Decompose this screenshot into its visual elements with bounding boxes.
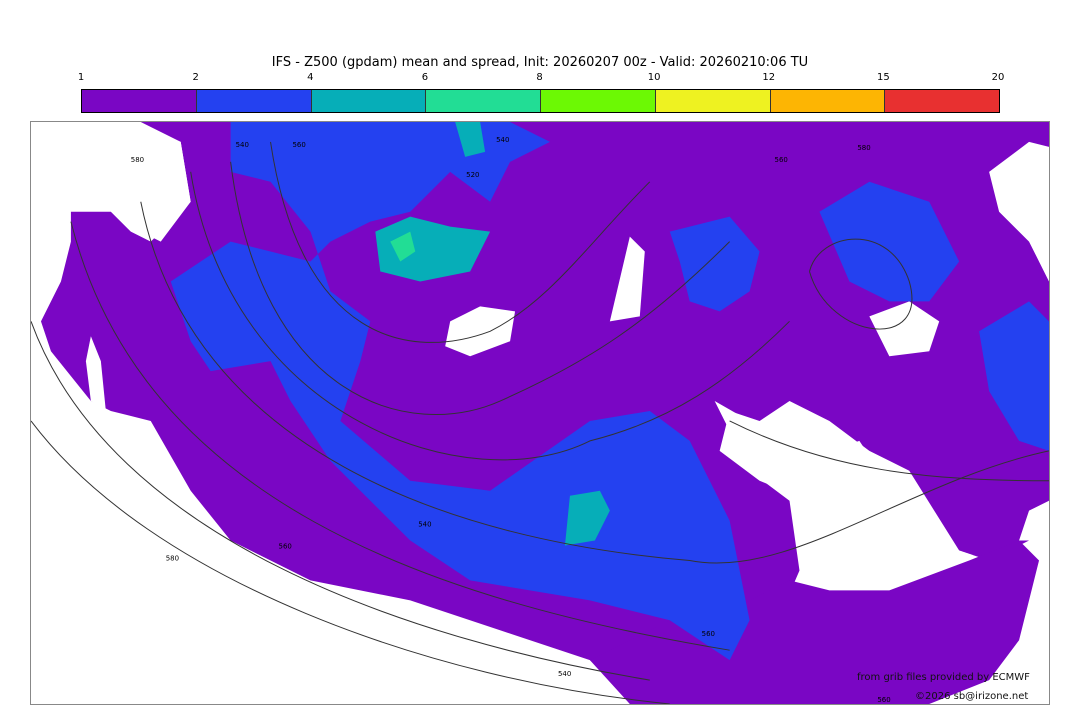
colorbar-segment (655, 90, 771, 112)
spread-white-iceland (445, 306, 516, 357)
contour-label: 560 (292, 141, 305, 149)
colorbar-tick-label: 8 (536, 72, 543, 83)
spread-2-4-far-east (979, 301, 1049, 451)
colorbar-segment (196, 90, 312, 112)
contour-label: 560 (702, 630, 715, 638)
contour-label: 540 (558, 670, 571, 678)
colorbar-tick-label: 6 (421, 72, 429, 83)
spread-4-6-region (375, 216, 491, 282)
spread-white-svalbard (609, 236, 645, 322)
colorbar-segment (885, 90, 999, 112)
source-credit: from grib files provided by ECMWF (857, 672, 1030, 683)
colorbar-tick-label: 12 (762, 72, 776, 83)
contour-label: 540 (418, 521, 431, 529)
spread-1-2-south (589, 540, 1040, 704)
colorbar (81, 89, 1000, 113)
colorbar-segment (311, 90, 427, 112)
spread-4-6-north (455, 122, 486, 157)
contour-label: 560 (775, 156, 788, 164)
spread-6-8-spot (390, 231, 416, 262)
spread-white-nw (130, 122, 191, 242)
spread-4-6-atlantic (564, 490, 610, 546)
contour-label: 520 (466, 171, 479, 179)
colorbar-segment (426, 90, 541, 112)
contour-label: 580 (857, 144, 870, 152)
colorbar-tick-label: 15 (877, 72, 890, 83)
colorbar-tick-label: 4 (307, 72, 314, 83)
spread-2-4-siberia (819, 181, 960, 302)
colorbar-segment (541, 90, 656, 112)
contour-label: 560 (279, 543, 292, 551)
chart-title: IFS - Z500 (gpdam) mean and spread, Init… (271, 55, 809, 70)
colorbar-tick-label: 2 (192, 72, 199, 83)
contour-lines (31, 141, 1049, 704)
spread-white-siberia (869, 301, 940, 357)
spread-white-ne (989, 141, 1049, 282)
colorbar-tick-label: 20 (991, 72, 1005, 83)
colorbar-tick-label: 1 (77, 72, 85, 83)
colorbar-segment (770, 90, 886, 112)
colorbar-tick-label: 10 (647, 72, 661, 83)
contour-label: 580 (166, 554, 179, 562)
contour-label: 580 (131, 156, 144, 164)
contour-label: 560 (877, 696, 890, 704)
copyright: ©2026 sb@irizone.net (915, 691, 1029, 702)
map: 580 540 560 540 560 580 560 520 540 560 … (30, 121, 1050, 705)
spread-white-alaska (85, 336, 106, 412)
contour-label-group: 580 540 560 540 560 580 560 520 540 560 … (131, 136, 891, 704)
spread-2-4-region (170, 122, 750, 661)
contour-label: 540 (496, 136, 509, 144)
contour-label: 540 (236, 141, 249, 149)
spread-2-4-east (669, 216, 760, 312)
colorbar-segment (82, 90, 197, 112)
